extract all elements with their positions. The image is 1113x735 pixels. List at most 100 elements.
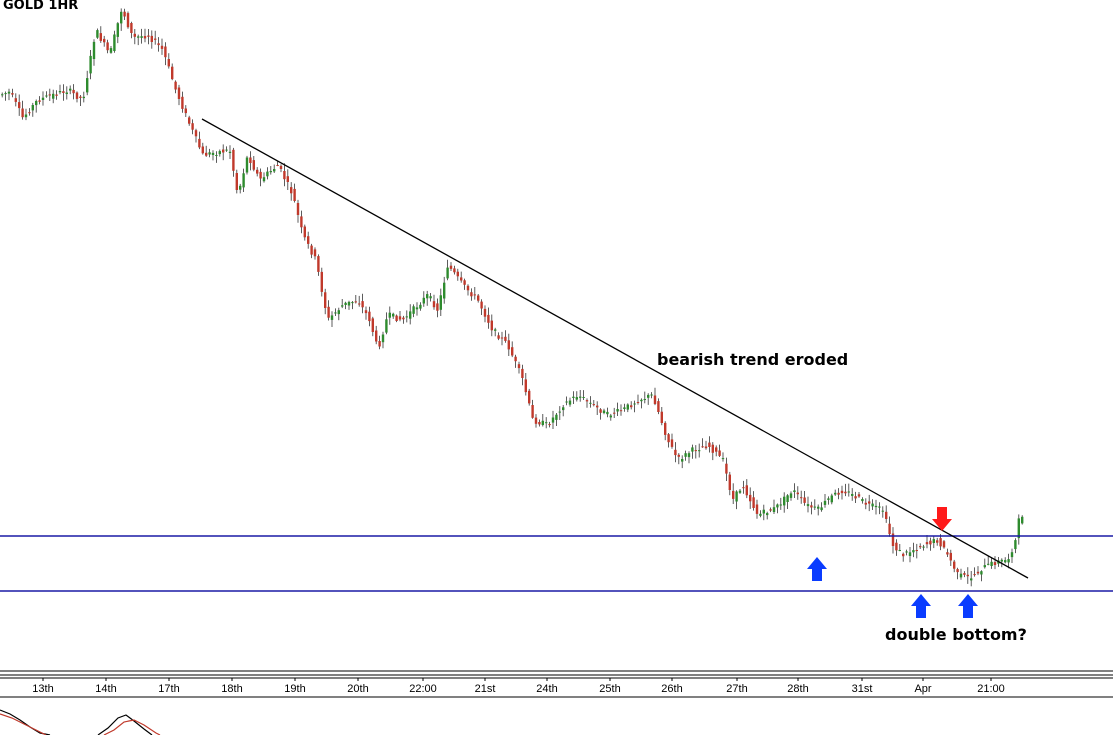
candle-up — [881, 510, 884, 512]
x-tick-label: 13th — [32, 683, 53, 695]
trend-annotation: bearish trend eroded — [657, 350, 848, 369]
candle-up — [912, 550, 915, 553]
candle-up — [813, 506, 816, 508]
candle-up — [347, 301, 351, 306]
candle-down — [915, 550, 918, 551]
candle-down — [320, 271, 323, 292]
candle-down — [942, 541, 946, 548]
candle-up — [827, 498, 830, 500]
candle-down — [895, 542, 898, 551]
candle-down — [919, 546, 922, 548]
candle-down — [160, 45, 164, 49]
x-tick-label: 21:00 — [977, 683, 1005, 695]
candle-down — [361, 301, 364, 308]
x-tick-label: Apr — [914, 683, 931, 695]
candle-down — [473, 294, 476, 296]
candle-down — [201, 146, 204, 154]
candle-up — [344, 302, 347, 305]
candle-down — [677, 454, 680, 457]
oscillator-line-red — [0, 713, 161, 735]
candle-down — [500, 337, 504, 339]
candle-down — [966, 574, 969, 577]
candle-down — [670, 439, 674, 447]
candle-down — [456, 271, 459, 277]
candle-up — [970, 578, 973, 581]
candle-up — [392, 313, 395, 317]
candle-up — [7, 91, 11, 94]
candle-down — [21, 108, 24, 118]
candle-up — [623, 407, 626, 409]
candle-down — [106, 42, 109, 51]
candle-up — [565, 401, 568, 403]
candle-up — [980, 571, 983, 575]
candle-up — [215, 155, 218, 156]
candle-down — [310, 245, 313, 255]
x-tick-label: 19th — [284, 683, 305, 695]
sell-arrow-icon — [932, 507, 952, 531]
candle-up — [35, 101, 38, 106]
candle-up — [89, 55, 92, 74]
candle-down — [517, 364, 521, 369]
candle-down — [613, 412, 616, 414]
candle-down — [902, 553, 905, 557]
candle-up — [92, 41, 96, 59]
candle-down — [528, 390, 531, 404]
candle-down — [840, 490, 844, 494]
candle-up — [878, 506, 881, 508]
candle-up — [793, 490, 796, 492]
candle-down — [854, 496, 857, 499]
candle-up — [959, 573, 963, 578]
candle-down — [317, 256, 320, 272]
candle-down — [956, 569, 959, 573]
candle-down — [483, 308, 487, 317]
candle-up — [1017, 518, 1020, 539]
candle-up — [874, 505, 878, 508]
candle-down — [946, 552, 949, 555]
candle-up — [602, 410, 606, 413]
candle-down — [708, 442, 711, 447]
candle-down — [293, 188, 296, 201]
candle-up — [932, 539, 935, 543]
candle-up — [779, 504, 782, 506]
candle-down — [368, 311, 371, 322]
candle-down — [976, 571, 980, 574]
candle-down — [511, 347, 514, 356]
candle-up — [987, 563, 990, 565]
candle-down — [660, 411, 663, 423]
candle-up — [776, 504, 779, 508]
candle-down — [398, 316, 402, 320]
candle-down — [755, 504, 759, 514]
candle-up — [225, 149, 228, 151]
candle-down — [133, 33, 136, 37]
candle-up — [681, 459, 684, 462]
candle-down — [191, 123, 194, 130]
candle-up — [555, 414, 558, 420]
candle-up — [908, 552, 912, 556]
candle-up — [1014, 540, 1017, 550]
candle-up — [211, 152, 215, 155]
candle-up — [905, 551, 908, 553]
candle-down — [504, 336, 507, 341]
candle-down — [993, 562, 997, 565]
candle-down — [276, 165, 279, 166]
x-axis: 13th 14th 17th 18th 19th 20th 22:00 21st 24th 25t… — [32, 678, 1005, 695]
candle-down — [630, 405, 633, 408]
candle-up — [426, 294, 429, 299]
candle-up — [341, 305, 344, 307]
candle-up — [721, 458, 725, 460]
candle-down — [728, 474, 731, 490]
candle-up — [817, 506, 820, 509]
candle-up — [783, 496, 786, 506]
candle-down — [711, 444, 714, 453]
candle-down — [470, 292, 473, 297]
candle-down — [925, 542, 929, 545]
candle-up — [330, 315, 334, 320]
candle-up — [983, 565, 986, 568]
candle-down — [395, 315, 398, 321]
candle-up — [687, 453, 691, 458]
candle-down — [99, 33, 102, 41]
candle-up — [1007, 559, 1010, 563]
candle-down — [283, 171, 286, 180]
candle-down — [599, 409, 602, 413]
